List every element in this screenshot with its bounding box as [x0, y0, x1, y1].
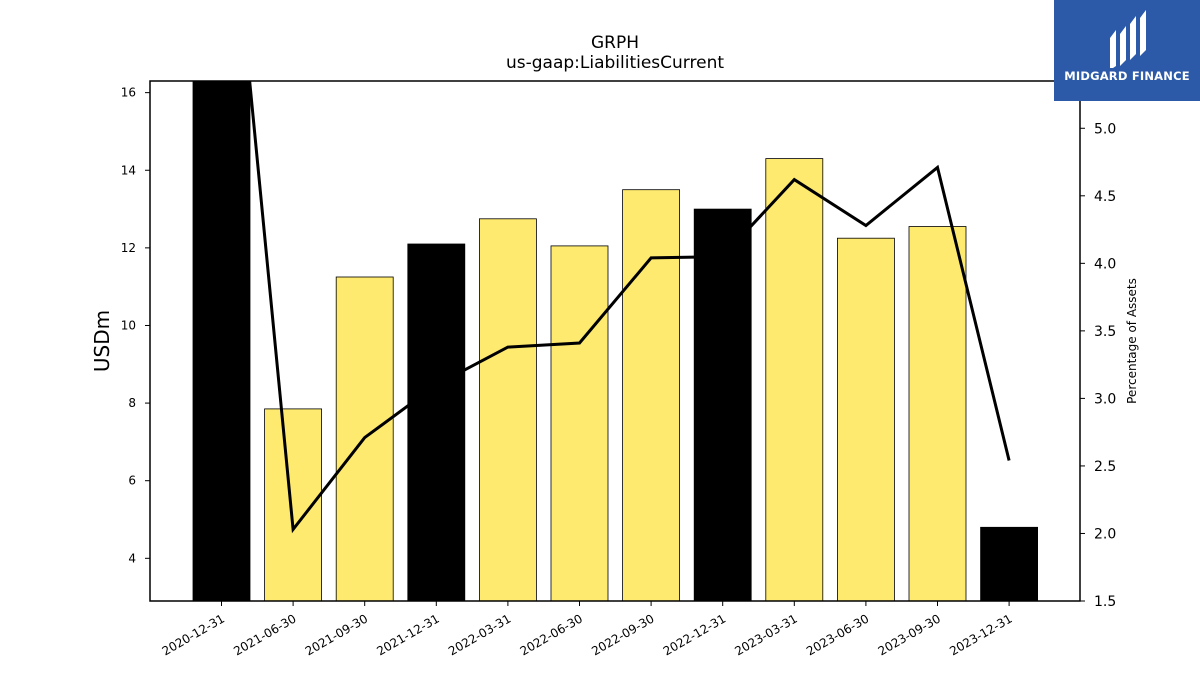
x-tick-label: 2023-12-31: [947, 611, 1014, 658]
bar-2022-09-30: [622, 189, 680, 601]
y-tick-label: 12: [121, 241, 136, 255]
bar-2023-06-30: [837, 237, 895, 601]
y-tick-label: 16: [121, 86, 136, 100]
y-tick-label: 8: [128, 396, 136, 410]
x-tick-label: 2021-12-31: [374, 611, 441, 658]
x-tick-label: 2022-12-31: [661, 611, 728, 658]
y2-tick-label: 3.0: [1094, 391, 1116, 407]
y2-tick-label: 2.0: [1094, 526, 1116, 542]
y-tick-label: 6: [128, 474, 136, 488]
y2-tick-label: 2.5: [1094, 459, 1116, 475]
x-tick-label: 2020-12-31: [160, 611, 227, 658]
bar-2022-06-30: [550, 245, 609, 601]
chart-title: GRPH: [591, 33, 639, 53]
bar-2021-12-31: [407, 243, 466, 601]
bar-2023-09-30: [908, 226, 967, 601]
y2-axis-label: Percentage of Assets: [1125, 278, 1139, 404]
y2-tick-label: 5.0: [1094, 121, 1116, 137]
x-tick-label: 2022-06-30: [518, 611, 585, 658]
y2-tick-label: 3.5: [1094, 324, 1116, 340]
y-axis-label: USDm: [90, 310, 114, 372]
bar-2022-03-31: [478, 218, 537, 601]
x-tick-label: 2023-03-31: [732, 611, 799, 658]
y-tick-label: 4: [128, 551, 136, 565]
x-axis: 2020-12-31 2021-06-30 2021-09-30 2021-12-31…: [160, 601, 1015, 658]
y2-tick-label: 4.5: [1094, 189, 1116, 205]
x-tick-label: 2021-06-30: [231, 611, 298, 658]
bars-group: [192, 81, 1038, 601]
y-tick-label: 10: [121, 318, 136, 332]
plot-frame: [149, 80, 1081, 602]
bar-2023-03-31: [765, 158, 824, 601]
midgard-finance-logo: MIDGARD FINANCE: [1054, 0, 1200, 101]
midgard-logo-icon: [1110, 10, 1146, 68]
x-tick-label: 2022-09-30: [589, 611, 656, 658]
line-group: [248, 81, 1011, 534]
logo-text: MIDGARD FINANCE: [1064, 69, 1190, 83]
y2-axis: 1.5 2.0 2.5 3.0 3.5 4.0 4.5 5.0: [1080, 121, 1116, 610]
x-tick-label: 2023-09-30: [876, 611, 943, 658]
bar-2023-12-31: [980, 526, 1038, 601]
y-tick-label: 14: [121, 163, 136, 177]
bar-2022-12-31: [693, 208, 752, 601]
y2-tick-label: 1.5: [1094, 594, 1116, 610]
y2-tick-label: 4.0: [1094, 256, 1116, 272]
x-tick-label: 2021-09-30: [303, 611, 370, 658]
x-tick-label: 2023-06-30: [804, 611, 871, 658]
bar-2020-12-31: [192, 81, 251, 601]
percentage-of-assets-line: [248, 81, 1011, 534]
y-axis: 4 6 8 10 12 14 16: [121, 86, 150, 565]
x-tick-label: 2022-03-31: [446, 611, 513, 658]
chart-subtitle: us-gaap:LiabilitiesCurrent: [506, 53, 724, 73]
